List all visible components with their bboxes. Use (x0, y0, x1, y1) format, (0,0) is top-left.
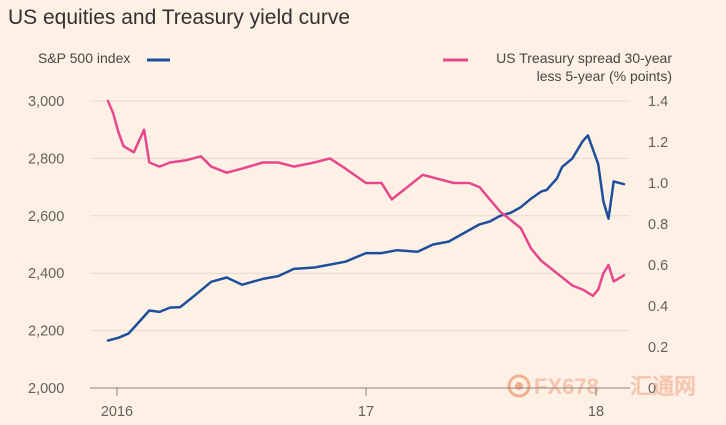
left-tick-label: 2,800 (28, 151, 64, 167)
treasury-spread-line (106, 99, 626, 298)
right-legend-label-line1: US Treasury spread 30-year (496, 50, 672, 66)
right-tick-label: 1.0 (648, 176, 668, 192)
x-tick-label: 18 (588, 404, 604, 420)
right-tick-label: 0 (648, 381, 656, 397)
left-tick-label: 3,000 (28, 94, 64, 110)
left-tick-label: 2,000 (28, 381, 64, 397)
watermark: FX678 汇通网 (507, 374, 696, 399)
grid-lines (90, 100, 630, 332)
x-tick-label: 17 (358, 404, 374, 420)
right-tick-label: 1.4 (648, 94, 668, 110)
left-tick-label: 2,600 (28, 209, 64, 225)
watermark-logo-dot (515, 382, 523, 390)
watermark-text-cn: 汇通网 (630, 374, 696, 399)
watermark-logo-icon (507, 374, 531, 398)
right-axis-ticks: 1.4 1.2 1.0 0.8 0.6 0.4 0.2 0 (648, 94, 668, 397)
sp500-line (106, 134, 626, 342)
right-tick-label: 0.2 (648, 340, 668, 356)
watermark-text: FX678 (534, 374, 599, 399)
series-group (106, 99, 626, 342)
x-tick-label: 2016 (101, 404, 133, 420)
right-tick-label: 0.4 (648, 299, 668, 315)
chart-title: US equities and Treasury yield curve (8, 6, 350, 29)
left-axis-ticks: 3,000 2,800 2,600 2,400 2,200 2,000 (28, 94, 64, 397)
right-legend-label-line2: less 5-year (% points) (537, 68, 672, 84)
left-tick-label: 2,200 (28, 324, 64, 340)
left-tick-label: 2,400 (28, 266, 64, 282)
right-tick-label: 1.2 (648, 135, 668, 151)
right-tick-label: 0.8 (648, 217, 668, 233)
left-legend-label: S&P 500 index (38, 50, 130, 66)
x-axis-ticks: 2016 17 18 (101, 388, 604, 420)
right-tick-label: 0.6 (648, 258, 668, 274)
